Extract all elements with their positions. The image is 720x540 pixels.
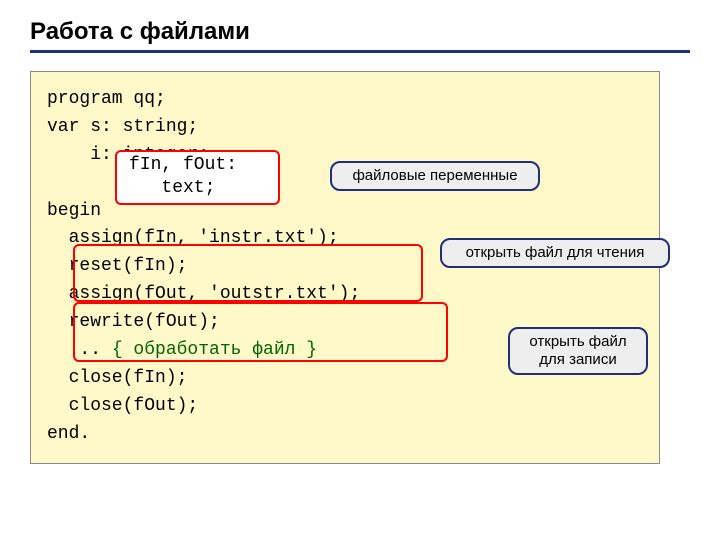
callout-open-write: открыть файл для записи [508,327,648,375]
title-underline [30,50,690,53]
code-line-1: program qq; [47,86,643,114]
callout-file-vars: файловые переменные [330,161,540,191]
code-line-2: var s: string; [47,114,643,142]
code-line-12: close(fOut); [47,393,643,421]
callout-open-read: открыть файл для чтения [440,238,670,268]
decl-line-1: fIn, fOut: [129,154,270,177]
code-line-13: end. [47,421,643,449]
page-title: Работа с файлами [30,18,690,46]
read-block-highlight [73,244,423,302]
write-block-highlight [73,302,448,362]
decl-line-2: text; [129,177,270,200]
var-declaration-highlight: fIn, fOut: text; [115,150,280,205]
